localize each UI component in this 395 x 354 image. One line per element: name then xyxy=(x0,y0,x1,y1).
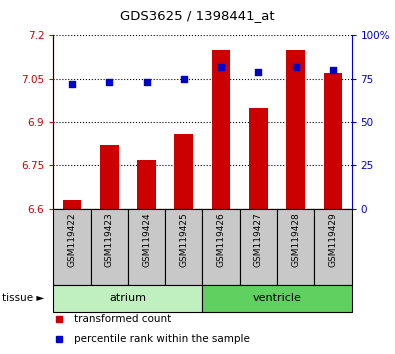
Text: transformed count: transformed count xyxy=(74,314,171,324)
Text: percentile rank within the sample: percentile rank within the sample xyxy=(74,334,250,344)
Point xyxy=(143,79,150,85)
Bar xyxy=(249,108,268,209)
Text: GSM119422: GSM119422 xyxy=(68,213,77,267)
Text: GSM119423: GSM119423 xyxy=(105,213,114,267)
Point xyxy=(292,64,299,69)
Bar xyxy=(53,285,203,312)
Bar xyxy=(212,50,230,209)
Bar xyxy=(240,209,277,285)
Bar xyxy=(203,285,352,312)
Bar xyxy=(286,50,305,209)
Bar xyxy=(137,160,156,209)
Text: GSM119427: GSM119427 xyxy=(254,213,263,267)
Point xyxy=(218,64,224,69)
Text: tissue ►: tissue ► xyxy=(2,293,44,303)
Point xyxy=(69,81,75,87)
Bar xyxy=(100,145,118,209)
Bar xyxy=(90,209,128,285)
Bar xyxy=(128,209,165,285)
Point xyxy=(181,76,187,81)
Bar xyxy=(165,209,202,285)
Bar xyxy=(314,209,352,285)
Text: GSM119425: GSM119425 xyxy=(179,213,188,267)
Point xyxy=(106,79,113,85)
Text: GSM119428: GSM119428 xyxy=(291,213,300,267)
Text: ventricle: ventricle xyxy=(252,293,301,303)
Bar xyxy=(175,134,193,209)
Point xyxy=(255,69,261,75)
Text: GSM119429: GSM119429 xyxy=(328,213,337,267)
Bar xyxy=(63,200,81,209)
Point xyxy=(330,67,336,73)
Bar xyxy=(53,209,90,285)
Bar xyxy=(324,73,342,209)
Bar xyxy=(203,209,240,285)
Bar xyxy=(277,209,314,285)
Text: GDS3625 / 1398441_at: GDS3625 / 1398441_at xyxy=(120,10,275,22)
Text: GSM119426: GSM119426 xyxy=(216,213,226,267)
Text: atrium: atrium xyxy=(109,293,147,303)
Text: GSM119424: GSM119424 xyxy=(142,213,151,267)
